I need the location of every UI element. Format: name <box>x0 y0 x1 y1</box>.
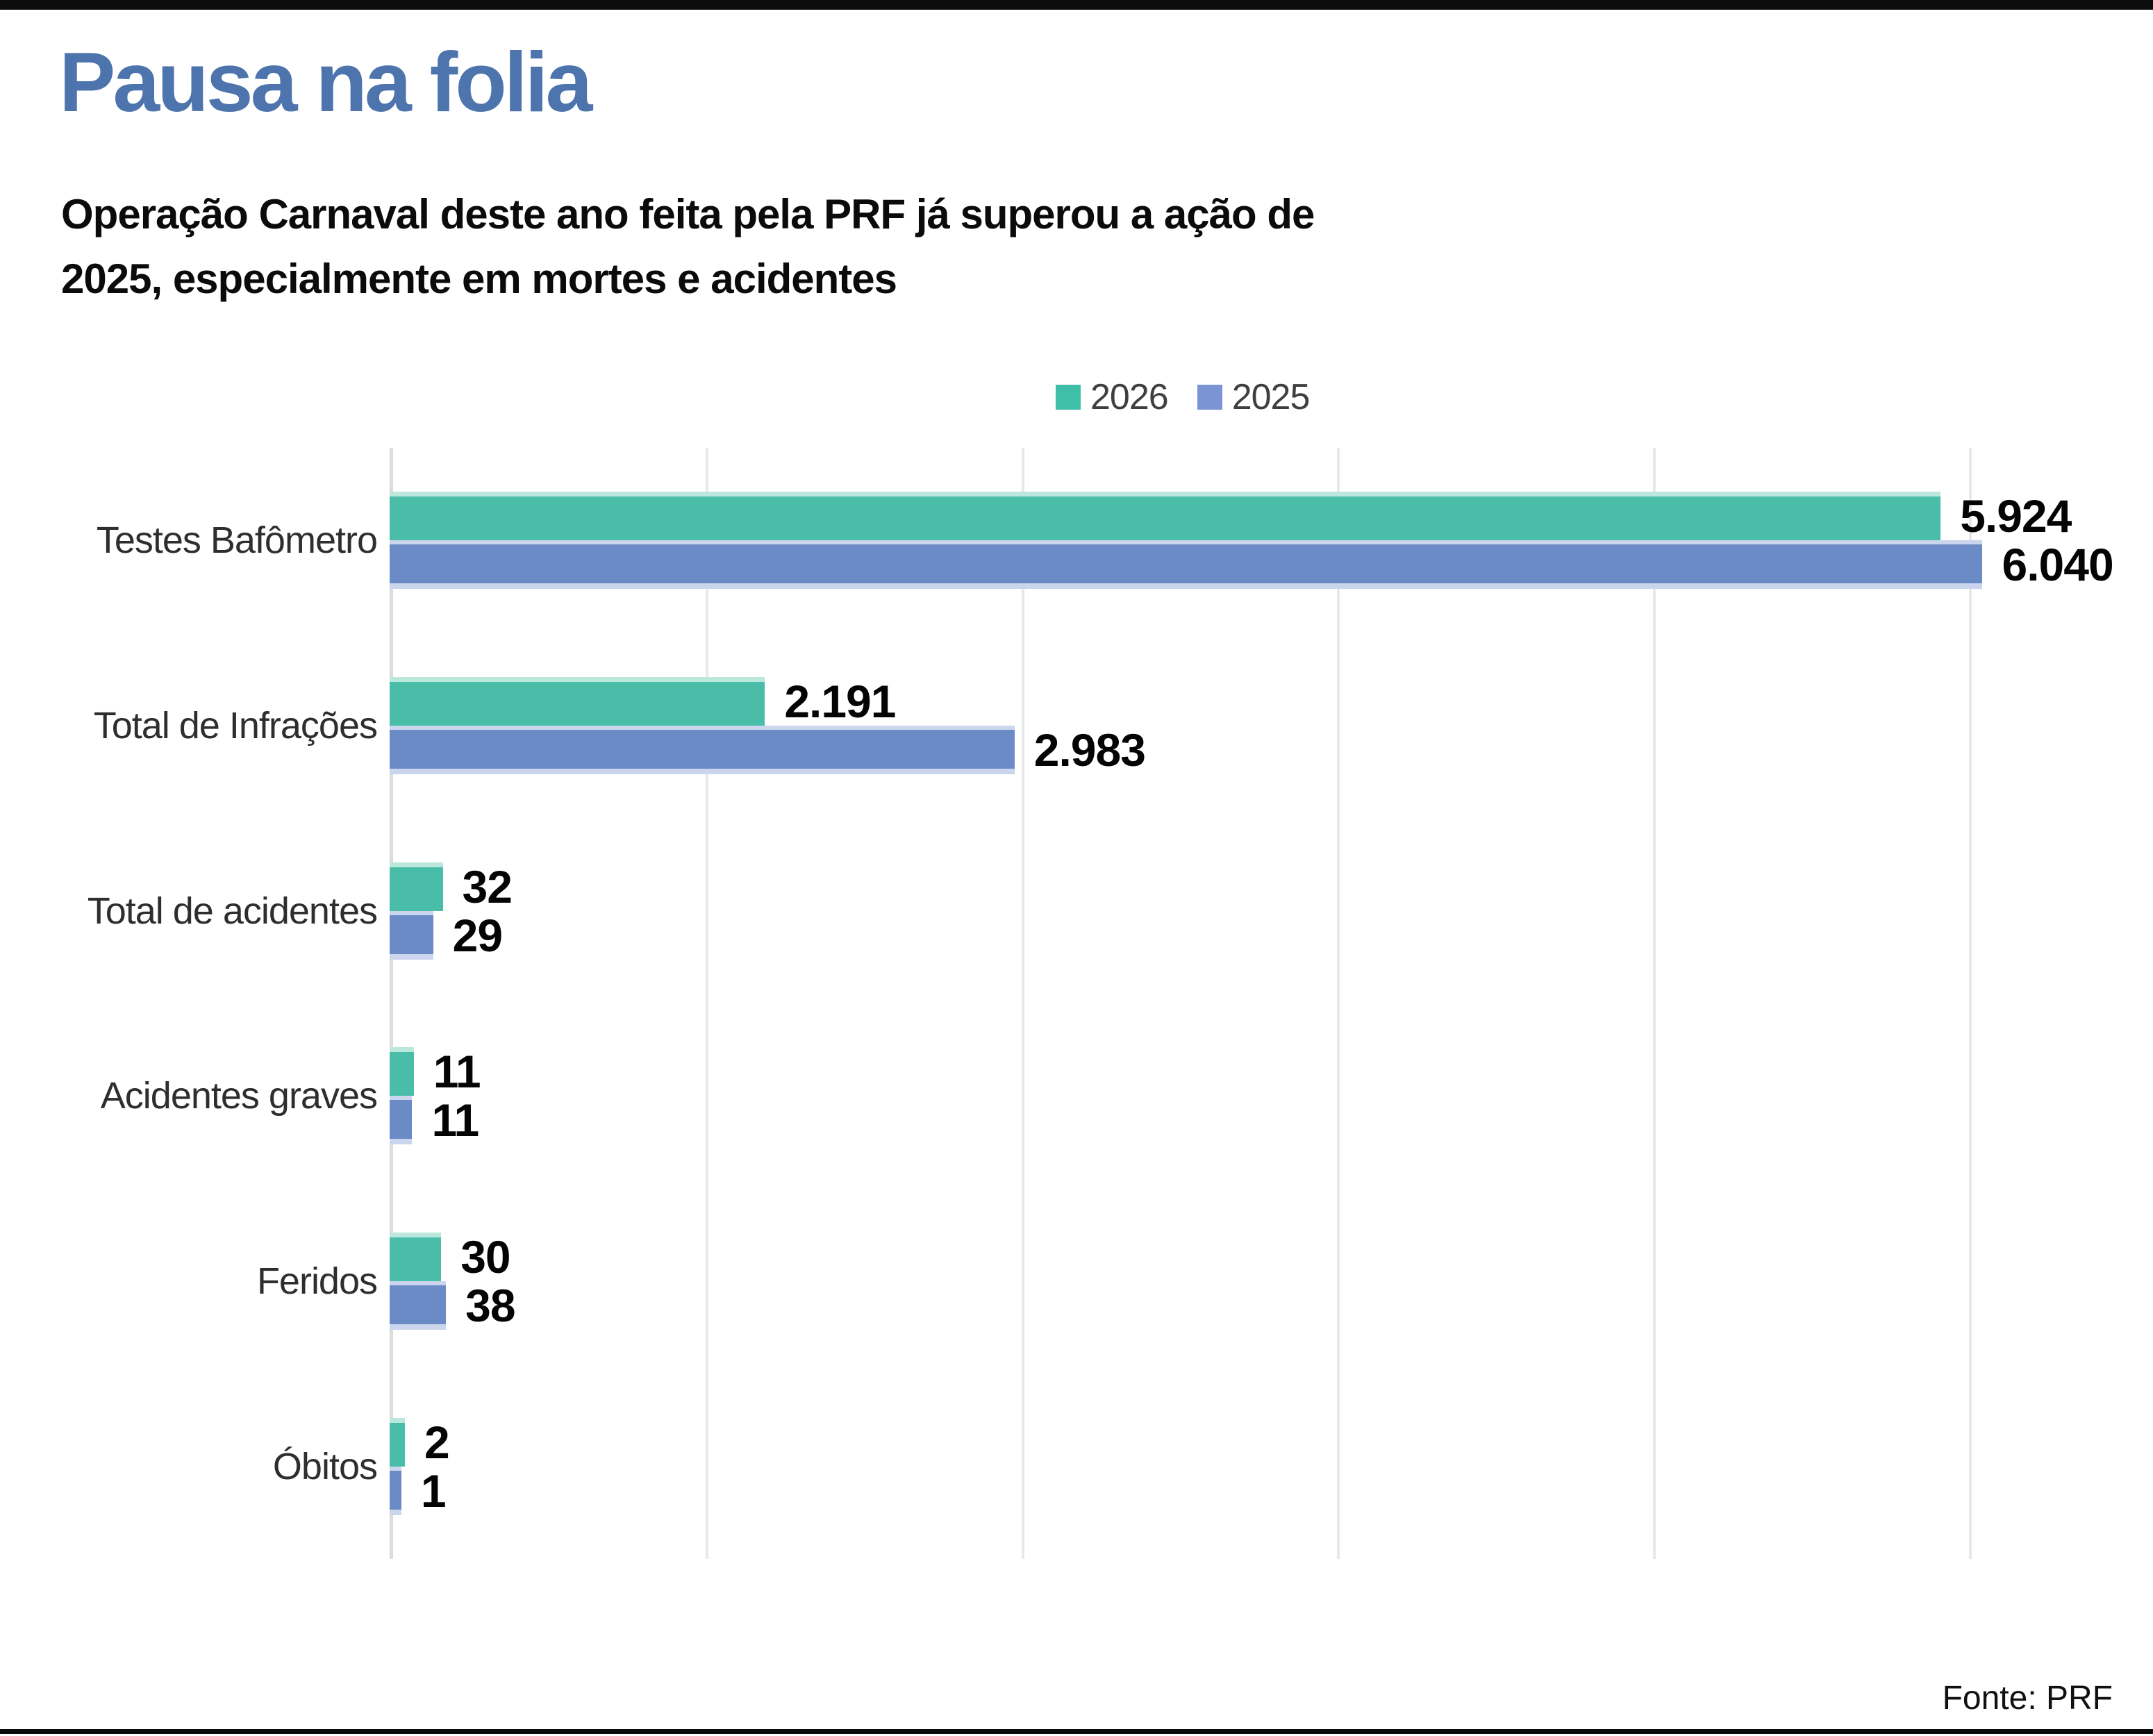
gridline <box>1653 448 1656 1559</box>
bar-line-2026: 32 <box>390 860 2000 912</box>
value-label: 30 <box>460 1231 510 1283</box>
bar-2026 <box>390 492 1941 541</box>
bar-2026 <box>390 862 443 911</box>
legend-item-2025: 2025 <box>1197 376 1310 418</box>
bar-line-2025: 1 <box>390 1464 2000 1517</box>
value-label: 32 <box>462 860 513 912</box>
subtitle-line-2: 2025, especialmente em mortes e acidente… <box>61 256 897 302</box>
category-row: Acidentes graves 11 11 <box>101 1003 2000 1189</box>
value-label: 1 <box>420 1464 447 1517</box>
subtitle-line-1: Operação Carnaval deste ano feita pela P… <box>61 191 1315 237</box>
category-row: Total de acidentes 32 29 <box>88 818 2000 1003</box>
legend-swatch-2026 <box>1056 385 1081 410</box>
value-label: 29 <box>452 909 503 961</box>
category-row: Óbitos 2 1 <box>273 1374 2000 1559</box>
gridline <box>1968 448 1972 1559</box>
bar-line-2026: 2.191 <box>390 676 2000 727</box>
legend-label: 2025 <box>1231 377 1311 417</box>
bar-2026 <box>390 677 765 726</box>
value-label: 6.040 <box>2002 539 2113 591</box>
bar-2025 <box>390 1466 401 1515</box>
bar-line-2026: 2 <box>390 1416 2000 1468</box>
value-label: 2.983 <box>1033 724 1146 776</box>
bar-2026 <box>390 1417 406 1467</box>
bar-line-2025: 38 <box>390 1280 2000 1332</box>
page-title: Pausa na folia <box>59 35 592 129</box>
value-axis-line <box>390 448 393 1559</box>
bar-line-2025: 2.983 <box>390 724 2000 776</box>
gridline <box>1021 448 1024 1559</box>
value-label: 2.191 <box>784 676 896 727</box>
value-label: 5.924 <box>1960 490 2072 542</box>
bar-2025 <box>390 540 1983 590</box>
category-label: Testes Bafômetro <box>96 519 378 562</box>
top-rule <box>0 0 2153 10</box>
bar-line-2025: 29 <box>390 909 2000 961</box>
chart-rows: Testes Bafômetro 5.924 6.040 Total de Infra… <box>88 448 2114 1559</box>
bottom-rule <box>0 1729 2153 1734</box>
subtitle: Operação Carnaval deste ano feita pela P… <box>61 182 1315 311</box>
source-credit: Fonte: PRF <box>1942 1680 2113 1717</box>
legend-label: 2026 <box>1090 377 1169 417</box>
legend-item-2026: 2026 <box>1056 376 1169 418</box>
bar-line-2025: 6.040 <box>390 539 2114 590</box>
bar-2025 <box>390 1096 413 1145</box>
chart-legend: 2026 2025 <box>1056 376 1310 418</box>
category-label: Óbitos <box>272 1445 378 1487</box>
category-label: Total de acidentes <box>87 890 378 932</box>
category-label: Feridos <box>256 1260 378 1303</box>
bar-line-2026: 30 <box>390 1231 2000 1283</box>
bar-2026 <box>390 1047 414 1096</box>
bar-2025 <box>390 726 1015 774</box>
bar-line-2026: 5.924 <box>390 490 2072 542</box>
gridline <box>1337 448 1340 1559</box>
category-label: Total de Infrações <box>93 705 378 746</box>
category-row: Testes Bafômetro 5.924 6.040 <box>97 448 2114 633</box>
category-row: Total de Infrações 2.191 2.983 <box>94 633 2000 819</box>
category-row: Feridos 30 38 <box>257 1189 2000 1374</box>
bar-2025 <box>390 910 433 960</box>
bar-line-2026: 11 <box>390 1046 2000 1098</box>
value-label: 38 <box>465 1280 515 1332</box>
value-label: 11 <box>431 1094 479 1146</box>
value-label: 2 <box>424 1416 450 1468</box>
gridline <box>705 448 708 1559</box>
bar-2025 <box>390 1281 447 1330</box>
bar-line-2025: 11 <box>390 1094 2000 1146</box>
bar-2026 <box>390 1233 442 1282</box>
value-label: 11 <box>433 1046 481 1098</box>
bar-chart: Testes Bafômetro 5.924 6.040 Total de Infra… <box>88 448 2114 1559</box>
category-label: Acidentes graves <box>100 1075 378 1117</box>
legend-swatch-2025 <box>1197 385 1222 410</box>
